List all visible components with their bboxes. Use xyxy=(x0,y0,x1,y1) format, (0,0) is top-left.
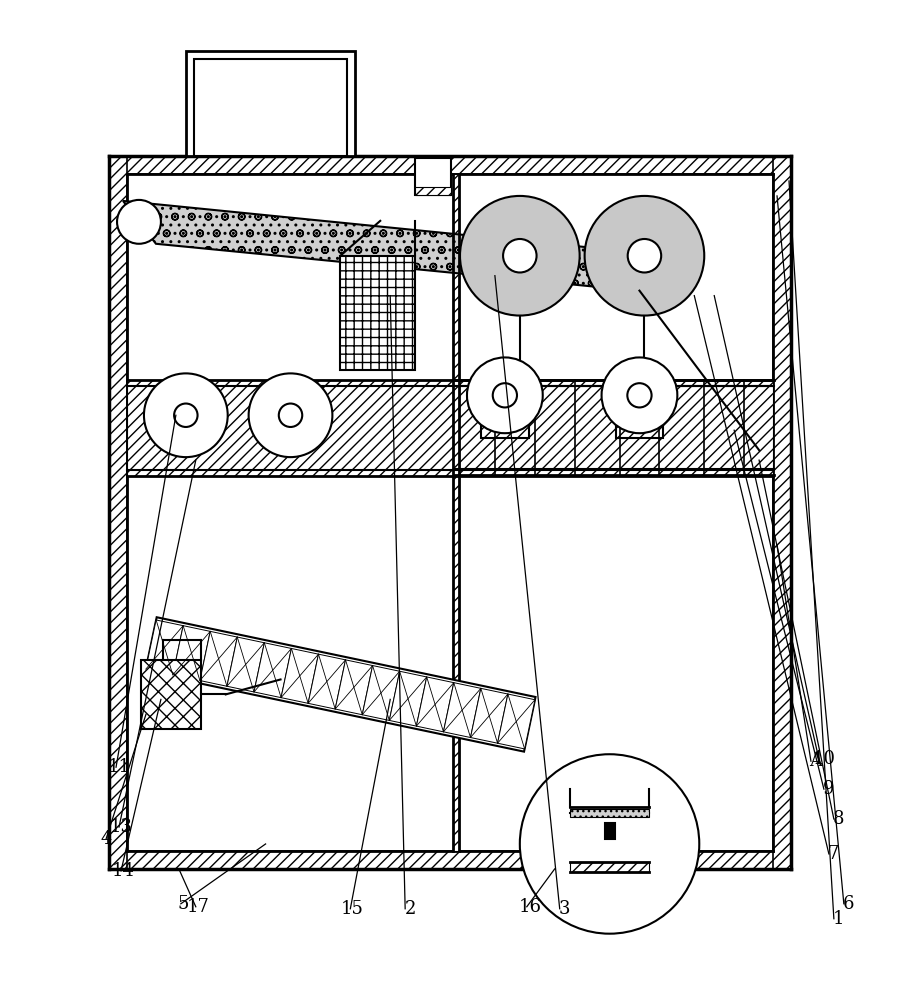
Bar xyxy=(772,156,790,869)
Bar xyxy=(109,156,127,869)
Circle shape xyxy=(278,404,302,427)
Circle shape xyxy=(503,239,536,272)
Bar xyxy=(604,823,614,839)
Text: 4: 4 xyxy=(100,830,111,848)
Circle shape xyxy=(460,196,579,316)
Circle shape xyxy=(493,383,516,407)
Polygon shape xyxy=(308,654,346,709)
Bar xyxy=(569,862,649,872)
Circle shape xyxy=(248,373,332,457)
Circle shape xyxy=(627,383,651,407)
Polygon shape xyxy=(443,683,481,738)
Circle shape xyxy=(117,200,161,244)
Bar xyxy=(109,156,790,174)
Bar xyxy=(141,660,200,729)
Text: 6: 6 xyxy=(842,895,854,913)
Polygon shape xyxy=(199,631,237,686)
Circle shape xyxy=(597,248,641,292)
Polygon shape xyxy=(254,643,291,698)
Polygon shape xyxy=(145,617,535,752)
Circle shape xyxy=(143,373,228,457)
Text: 1: 1 xyxy=(833,910,844,928)
Polygon shape xyxy=(470,688,507,743)
Bar xyxy=(452,380,459,851)
Bar xyxy=(340,256,414,370)
Bar xyxy=(127,380,772,476)
Bar xyxy=(194,59,347,156)
Bar xyxy=(569,809,649,817)
Text: 14: 14 xyxy=(111,862,134,880)
Circle shape xyxy=(174,404,198,427)
Text: 5: 5 xyxy=(177,895,188,913)
Bar xyxy=(109,851,790,869)
Text: 2: 2 xyxy=(404,900,415,918)
Polygon shape xyxy=(281,648,318,703)
Polygon shape xyxy=(362,666,399,720)
Text: 8: 8 xyxy=(833,810,844,828)
Circle shape xyxy=(467,357,542,433)
Text: 17: 17 xyxy=(187,898,209,916)
Text: 9: 9 xyxy=(823,780,834,798)
Polygon shape xyxy=(227,637,264,692)
Text: 10: 10 xyxy=(811,750,834,768)
Polygon shape xyxy=(173,626,210,681)
Bar xyxy=(452,174,459,380)
Circle shape xyxy=(519,754,698,934)
Bar xyxy=(414,158,450,195)
Text: A: A xyxy=(809,752,822,770)
Bar xyxy=(414,187,450,195)
Polygon shape xyxy=(145,620,183,675)
Bar xyxy=(186,51,355,156)
Text: 13: 13 xyxy=(109,818,132,836)
Circle shape xyxy=(584,196,704,316)
Polygon shape xyxy=(497,694,534,749)
Polygon shape xyxy=(123,201,635,291)
Text: 11: 11 xyxy=(108,758,130,776)
Polygon shape xyxy=(416,677,453,732)
Polygon shape xyxy=(389,671,426,726)
Circle shape xyxy=(601,357,676,433)
Text: 16: 16 xyxy=(517,898,540,916)
Text: 7: 7 xyxy=(826,845,837,863)
Circle shape xyxy=(627,239,661,272)
Text: 3: 3 xyxy=(559,900,570,918)
Text: 15: 15 xyxy=(341,900,363,918)
Polygon shape xyxy=(335,660,372,715)
